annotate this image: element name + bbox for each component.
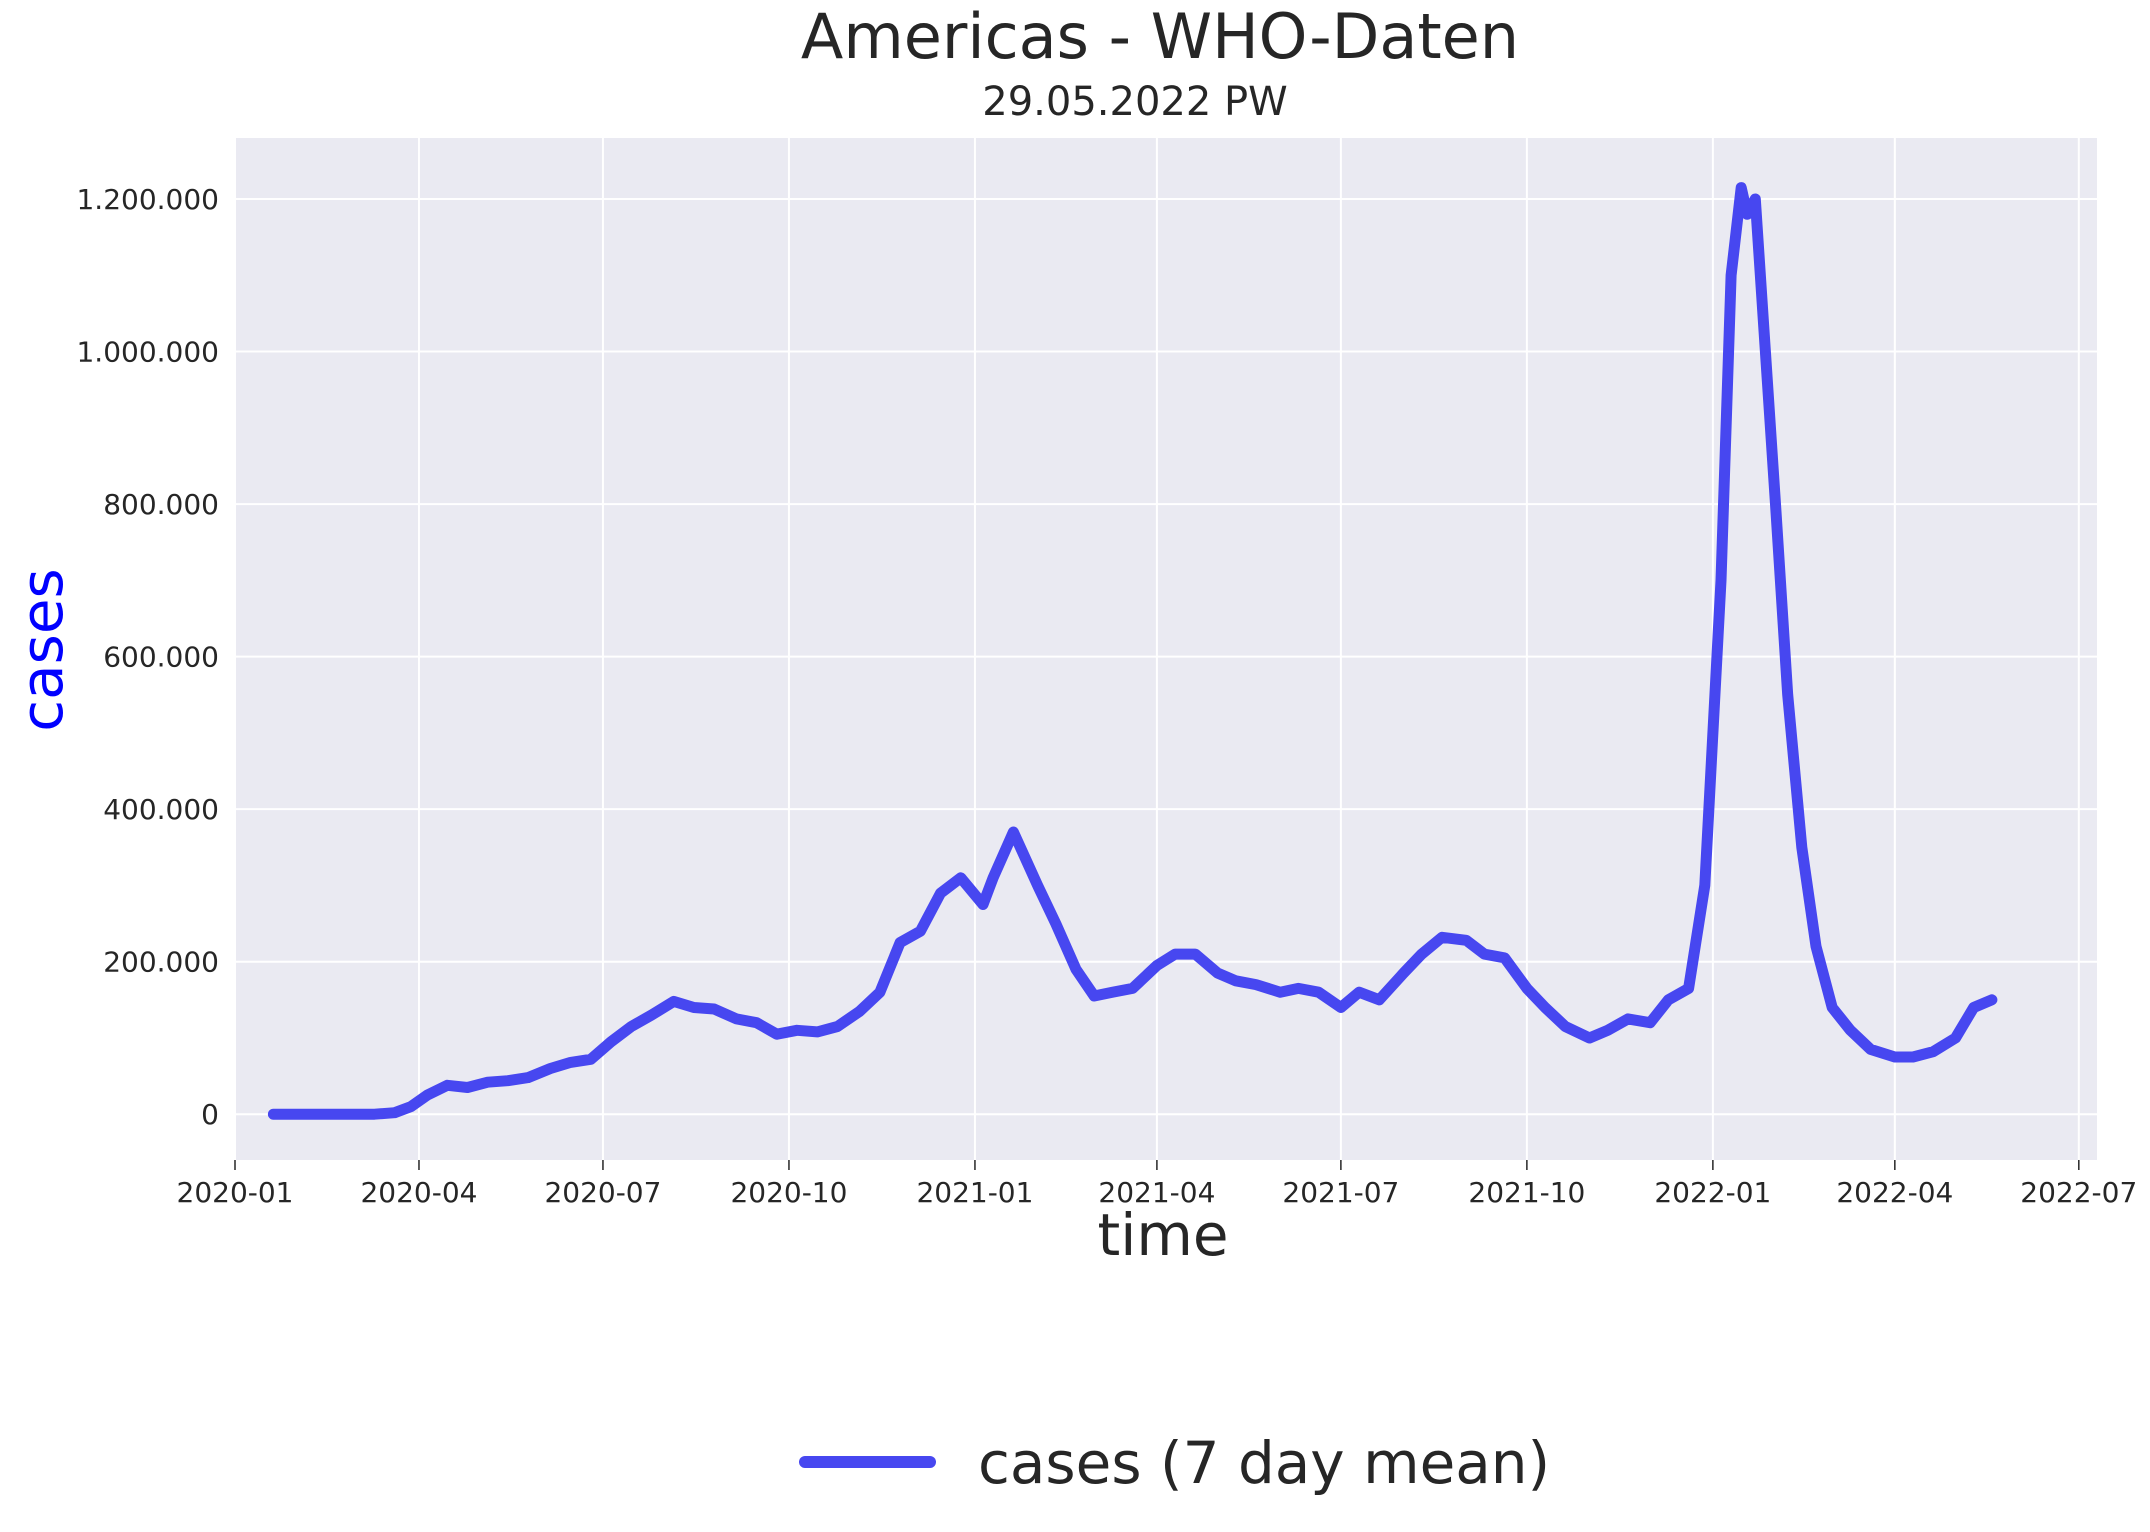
chart-subtitle: 29.05.2022 PW (982, 79, 1287, 125)
x-tick-label: 2020-07 (544, 1176, 661, 1209)
legend-label: cases (7 day mean) (978, 1429, 1550, 1497)
x-tick-label: 2022-07 (2020, 1176, 2137, 1209)
x-tick-label: 2020-10 (730, 1176, 847, 1209)
y-axis-label: cases (8, 568, 76, 732)
y-axis-ticks: 0 200.000 400.000 600.000 800.000 1.000.000 1.… (76, 183, 219, 1131)
y-tick-label: 0 (201, 1098, 219, 1131)
y-tick-label: 1.000.000 (76, 336, 219, 369)
x-tick-label: 2022-04 (1836, 1176, 1953, 1209)
y-tick-label: 1.200.000 (76, 183, 219, 216)
x-tick-label: 2022-01 (1654, 1176, 1771, 1209)
x-axis-ticks: 2020-01 2020-04 2020-07 2020-10 2021-01 2021-… (177, 1160, 2137, 1209)
x-tick-label: 2020-01 (177, 1176, 294, 1209)
x-axis-label: time (1097, 1201, 1228, 1269)
x-tick-label: 2021-01 (916, 1176, 1033, 1209)
series-line-cases (267, 182, 1998, 1120)
x-tick-label: 2021-04 (1098, 1176, 1215, 1209)
x-tick-label: 2021-07 (1282, 1176, 1399, 1209)
x-tick-label: 2021-10 (1468, 1176, 1585, 1209)
y-tick-label: 200.000 (103, 946, 219, 979)
plot-area (235, 138, 2097, 1160)
x-tick-label: 2020-04 (360, 1176, 477, 1209)
legend: cases (7 day mean) (799, 1429, 1550, 1497)
y-tick-label: 800.000 (103, 488, 219, 521)
y-tick-label: 400.000 (103, 793, 219, 826)
chart-title: Americas - WHO-Daten (801, 0, 1519, 73)
y-tick-label: 600.000 (103, 641, 219, 674)
